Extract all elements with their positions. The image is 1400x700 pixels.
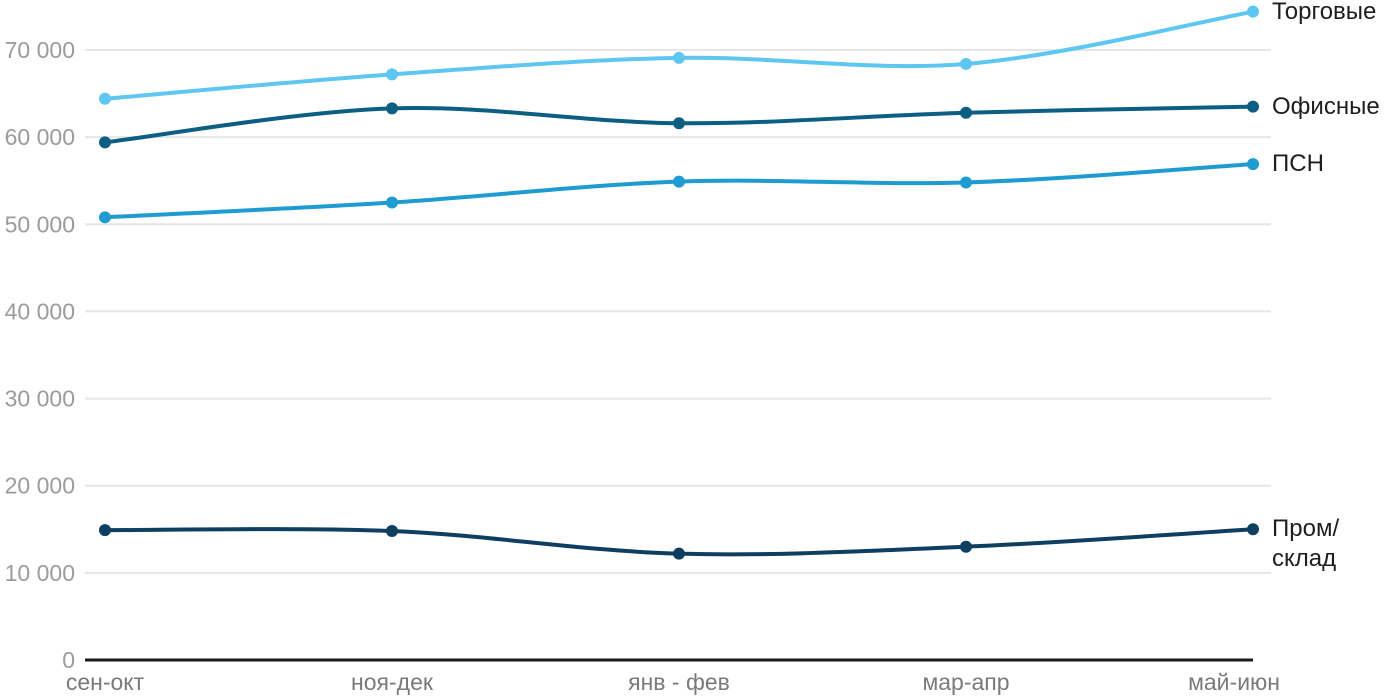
x-tick-label: мар-апр xyxy=(922,669,1009,695)
series-line-2 xyxy=(103,162,1255,220)
y-tick-label: 0 xyxy=(62,647,75,673)
series-point[interactable] xyxy=(99,211,111,224)
series-point[interactable] xyxy=(386,102,398,115)
y-tick-label: 60 000 xyxy=(5,124,75,150)
series-point[interactable] xyxy=(960,176,972,189)
series-point[interactable] xyxy=(99,92,111,105)
y-tick-label: 70 000 xyxy=(5,37,75,63)
series-point[interactable] xyxy=(673,547,685,560)
series-point[interactable] xyxy=(960,57,972,70)
series-point[interactable] xyxy=(960,540,972,553)
series-point[interactable] xyxy=(673,51,685,64)
y-tick-label: 20 000 xyxy=(5,473,75,499)
y-tick-label: 40 000 xyxy=(5,298,75,324)
series-point[interactable] xyxy=(673,175,685,188)
x-tick-label: янв - фев xyxy=(628,669,730,695)
x-tick-label: ноя-дек xyxy=(351,669,434,695)
legend-label-3: Пром/ склад xyxy=(1272,515,1340,573)
series-point[interactable] xyxy=(99,136,111,149)
legend-label-2: ПСН xyxy=(1272,150,1324,178)
y-tick-label: 10 000 xyxy=(5,560,75,586)
series-point[interactable] xyxy=(1247,523,1259,536)
y-tick-label: 30 000 xyxy=(5,386,75,412)
legend-label-1: Офисные xyxy=(1272,92,1380,120)
series-point[interactable] xyxy=(386,196,398,209)
series-point[interactable] xyxy=(386,525,398,538)
series-point[interactable] xyxy=(673,117,685,130)
series-point[interactable] xyxy=(99,524,111,537)
legend-label-0: Торговые xyxy=(1272,0,1377,25)
x-tick-label: сен-окт xyxy=(66,669,145,695)
series-point[interactable] xyxy=(960,106,972,119)
y-tick-label: 50 000 xyxy=(5,211,75,237)
series-point[interactable] xyxy=(1247,100,1259,113)
series-point[interactable] xyxy=(1247,158,1259,171)
series-point[interactable] xyxy=(1247,5,1259,18)
series-point[interactable] xyxy=(386,68,398,81)
x-tick-label: май-июн xyxy=(1188,669,1280,695)
